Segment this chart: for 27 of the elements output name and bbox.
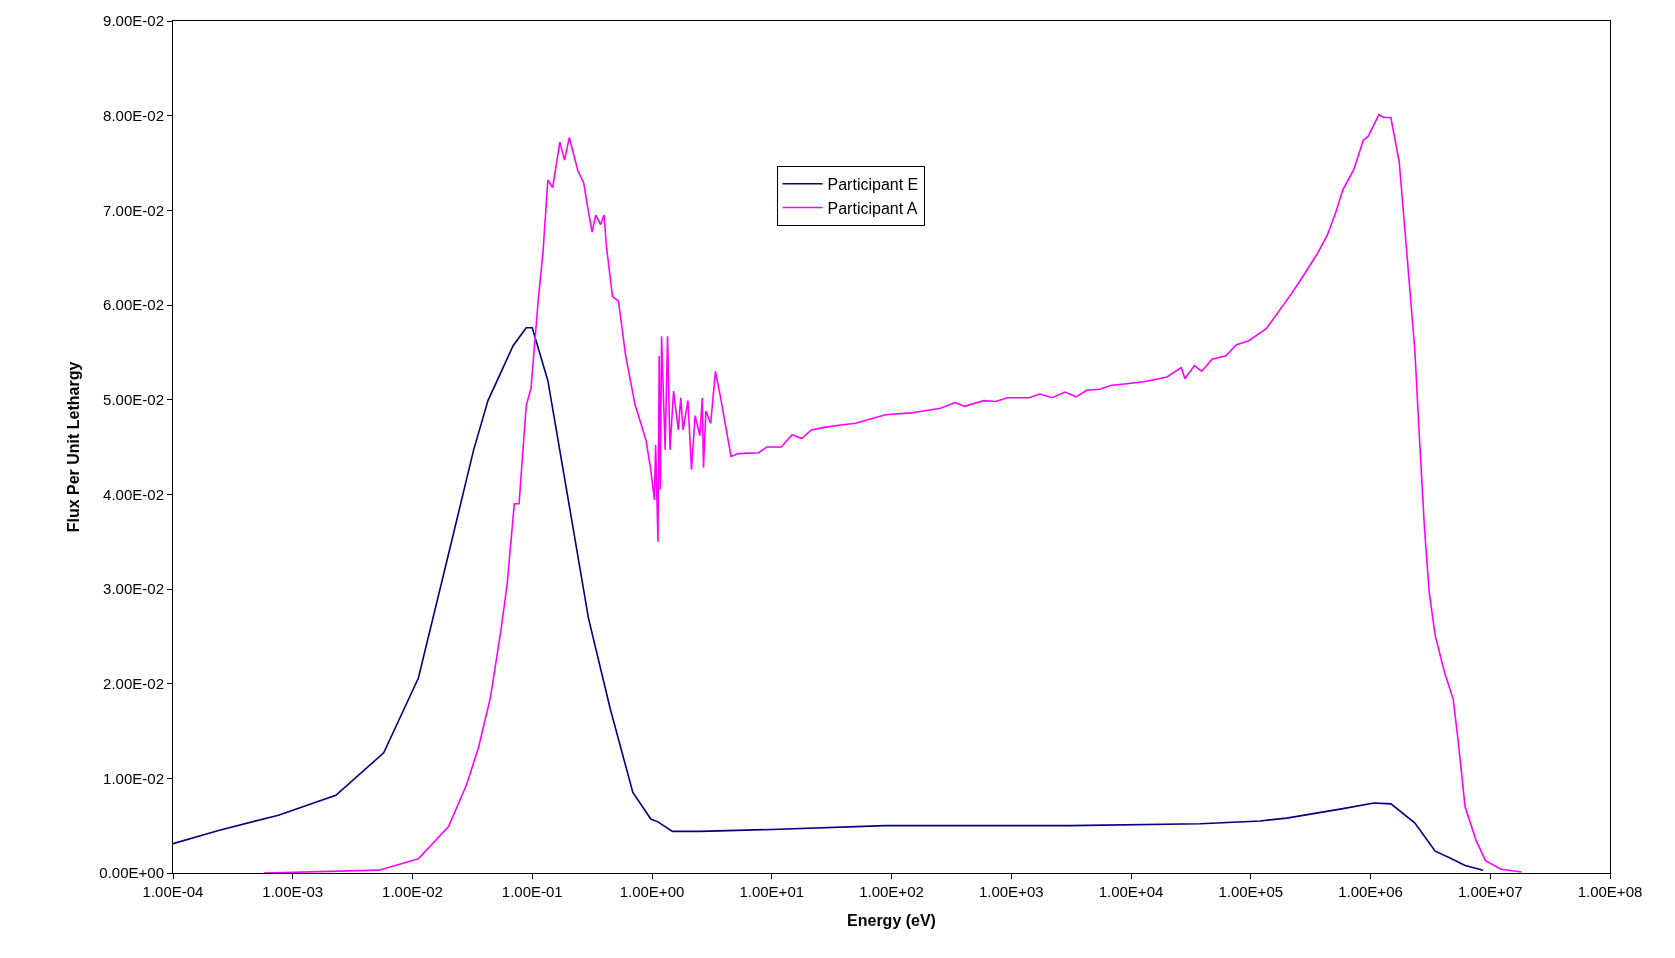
y-tick-label: 0.00E+00 bbox=[99, 864, 164, 882]
y-tick-label: 9.00E-02 bbox=[103, 12, 164, 30]
y-tick-label: 6.00E-02 bbox=[103, 296, 164, 314]
y-tick-label: 7.00E-02 bbox=[103, 201, 164, 219]
x-tick-label: 1.00E-03 bbox=[262, 883, 324, 900]
y-tick-label: 2.00E-02 bbox=[103, 674, 164, 692]
x-tick-label: 1.00E+07 bbox=[1457, 883, 1523, 900]
legend-label: Participant A bbox=[827, 199, 918, 217]
x-tick-label: 1.00E-02 bbox=[382, 883, 443, 900]
x-tick-label: 1.00E+00 bbox=[619, 883, 685, 900]
x-tick-label: 1.00E+08 bbox=[1577, 883, 1643, 900]
y-tick-label: 1.00E-02 bbox=[103, 769, 164, 787]
x-axis-title: Energy (eV) bbox=[847, 911, 936, 929]
x-tick-label: 1.00E-01 bbox=[501, 883, 563, 900]
x-tick-label: 1.00E+01 bbox=[739, 883, 805, 900]
y-tick-label: 8.00E-02 bbox=[103, 106, 164, 124]
legend-label: Participant E bbox=[827, 175, 919, 193]
x-tick-label: 1.00E-04 bbox=[142, 883, 204, 900]
x-tick-label: 1.00E+06 bbox=[1338, 883, 1403, 900]
y-tick-label: 4.00E-02 bbox=[103, 485, 164, 503]
y-tick-label: 3.00E-02 bbox=[103, 580, 164, 598]
y-tick-label: 5.00E-02 bbox=[103, 390, 164, 408]
x-tick-label: 1.00E+02 bbox=[859, 883, 924, 900]
x-tick-label: 1.00E+04 bbox=[1098, 883, 1164, 900]
y-axis-title: Flux Per Unit Lethargy bbox=[65, 361, 83, 533]
x-tick-label: 1.00E+03 bbox=[978, 883, 1044, 900]
x-tick-label: 1.00E+05 bbox=[1218, 883, 1284, 900]
